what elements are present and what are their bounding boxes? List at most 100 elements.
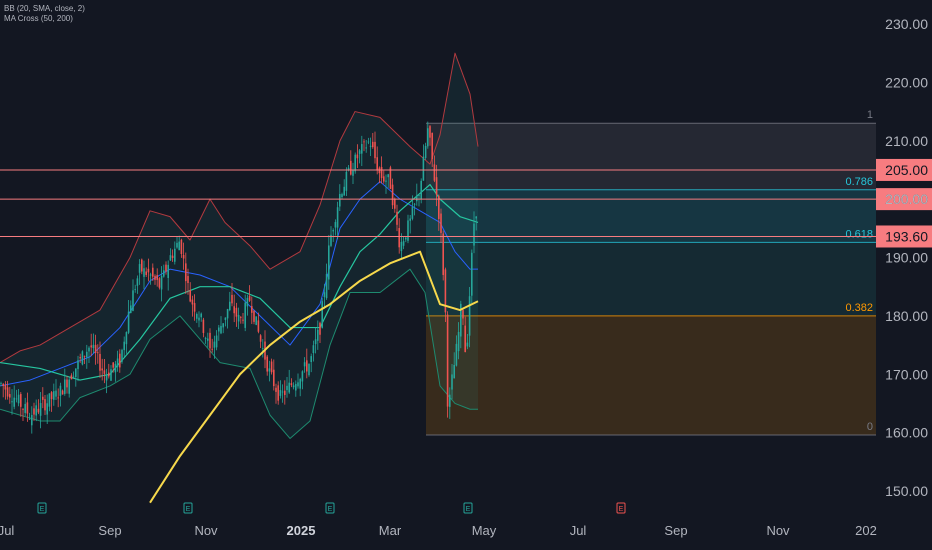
candle-body xyxy=(20,394,22,407)
candle-body xyxy=(369,145,372,147)
candle-body xyxy=(275,387,277,392)
candle-body xyxy=(451,374,453,390)
candle-body xyxy=(310,356,312,362)
candle-body xyxy=(407,220,409,241)
candle-body xyxy=(240,317,242,319)
candle-body xyxy=(255,316,257,325)
candle-body xyxy=(213,341,216,348)
candle-body xyxy=(156,275,158,280)
candle-body xyxy=(409,218,411,221)
candle-body xyxy=(2,383,4,387)
candle-body xyxy=(435,177,438,195)
x-tick-label: Jul xyxy=(0,523,14,538)
candle-body xyxy=(134,289,136,291)
candle-body xyxy=(380,166,383,179)
bb-fill xyxy=(0,53,478,439)
x-tick-label: Nov xyxy=(194,523,218,538)
candle-body xyxy=(328,245,330,280)
candle-body xyxy=(209,332,211,349)
candle-body xyxy=(402,241,405,246)
candle-body xyxy=(110,369,112,381)
price-line-label-bg xyxy=(876,225,932,248)
indicator-legend: BB (20, SMA, close, 2) MA Cross (50, 200… xyxy=(4,4,85,24)
candle-body xyxy=(314,339,317,345)
candle-body xyxy=(182,254,185,259)
candle-body xyxy=(354,154,356,172)
fib-label: 0 xyxy=(867,421,873,433)
candle-body xyxy=(284,390,286,395)
candle-body xyxy=(262,348,264,349)
candle-body xyxy=(22,409,24,410)
x-tick-label: Sep xyxy=(664,523,687,538)
candle-body xyxy=(396,211,398,225)
candle-body xyxy=(237,314,240,322)
candle-body xyxy=(11,401,13,403)
candle-body xyxy=(420,180,422,200)
x-tick-label: May xyxy=(472,523,497,538)
candle-body xyxy=(94,344,97,353)
candle-body xyxy=(108,372,110,377)
candle-body xyxy=(466,342,469,347)
y-tick-label: 220.00 xyxy=(885,74,928,90)
candle-body xyxy=(391,184,394,206)
candle-body xyxy=(165,264,167,272)
candle-body xyxy=(242,319,244,321)
candle-body xyxy=(152,267,154,277)
candle-body xyxy=(475,216,477,219)
candle-body xyxy=(290,383,293,386)
candle-body xyxy=(229,301,231,311)
candle-body xyxy=(121,349,123,362)
candle-body xyxy=(167,264,169,278)
candle-body xyxy=(394,198,396,209)
candle-body xyxy=(222,323,224,328)
legend-ma-cross[interactable]: MA Cross (50, 200) xyxy=(4,14,73,23)
candle-body xyxy=(334,222,337,228)
candle-body xyxy=(81,351,84,365)
candle-body xyxy=(321,301,323,328)
candle-body xyxy=(204,337,207,339)
earnings-marker-label: E xyxy=(186,506,191,513)
candle-body xyxy=(372,141,374,148)
candle-body xyxy=(31,414,33,426)
candle-body xyxy=(336,207,339,228)
candle-body xyxy=(211,348,213,350)
earnings-marker-label: E xyxy=(466,506,471,513)
legend-bb[interactable]: BB (20, SMA, close, 2) xyxy=(4,4,85,13)
candle-body xyxy=(277,385,279,401)
y-tick-label: 170.00 xyxy=(885,366,928,382)
candle-body xyxy=(288,382,290,393)
candle-body xyxy=(132,290,134,311)
candle-body xyxy=(389,167,392,189)
candle-body xyxy=(440,213,442,233)
candle-body xyxy=(363,141,365,143)
candle-body xyxy=(130,305,132,313)
candle-body xyxy=(246,297,249,307)
candle-body xyxy=(119,353,121,368)
candle-body xyxy=(473,223,475,246)
candle-body xyxy=(279,390,282,396)
candle-body xyxy=(86,351,88,358)
candle-body xyxy=(251,306,253,313)
candle-body xyxy=(185,263,187,282)
candle-body xyxy=(97,352,99,354)
candle-body xyxy=(306,360,308,372)
earnings-marker xyxy=(37,502,47,514)
y-tick-label: 190.00 xyxy=(885,250,928,266)
candle-body xyxy=(301,371,304,382)
candle-body xyxy=(114,363,117,373)
candle-body xyxy=(361,144,363,154)
candle-body xyxy=(196,313,198,319)
fib-label: 0.382 xyxy=(845,302,873,314)
candle-body xyxy=(398,228,400,248)
fib-zone xyxy=(426,189,876,243)
candle-body xyxy=(317,329,319,341)
candle-body xyxy=(171,255,174,258)
candle-body xyxy=(6,387,9,397)
candle-body xyxy=(174,248,176,262)
candle-body xyxy=(231,294,233,304)
candle-body xyxy=(193,303,196,312)
fib-zone xyxy=(426,123,876,190)
candle-body xyxy=(79,357,81,359)
candle-body xyxy=(88,347,90,352)
